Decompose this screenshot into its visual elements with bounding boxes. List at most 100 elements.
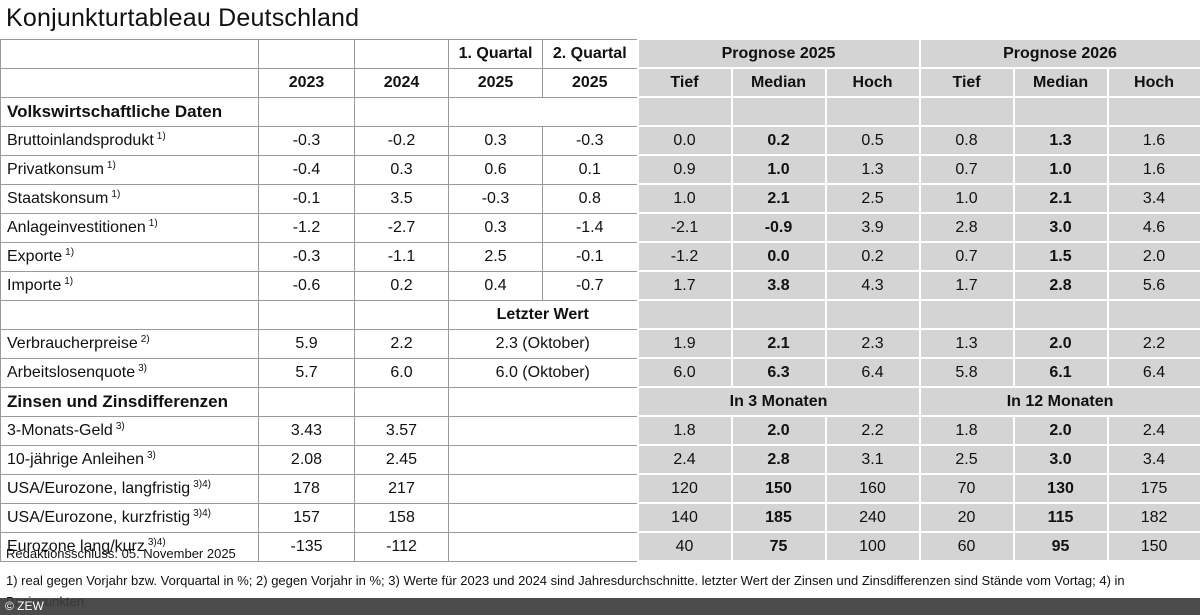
quarter-header: 2. Quartal [542, 38, 638, 69]
forecast-value: 2.2 [1106, 328, 1200, 359]
value: -0.1 [542, 241, 638, 272]
value: -0.2 [354, 125, 449, 156]
forecast-median: -0.9 [730, 212, 827, 243]
table-row: USA/Eurozone, kurzfristig 3)4) 157 158 140 18… [0, 502, 1200, 533]
table-row: Eurozone lang/kurz 3)4) -135 -112 40 75 100 60 9… [0, 531, 1200, 562]
row-label-text: Bruttoinlandsprodukt [7, 132, 154, 149]
forecast-median: 0.2 [730, 125, 827, 156]
empty-cell [730, 299, 827, 330]
value: 0.2 [354, 270, 449, 301]
row-label: Eurozone lang/kurz 3)4) [0, 531, 259, 562]
empty-cell [448, 386, 638, 417]
forecast-value: 60 [918, 531, 1015, 562]
forecast-median: 150 [730, 473, 827, 504]
forecast-value: 182 [1106, 502, 1200, 533]
empty-cell [918, 96, 1015, 127]
footnote-ref: 3)4) [147, 537, 166, 548]
latest-value: 6.0 (Oktober) [448, 357, 638, 388]
forecast-value: 70 [918, 473, 1015, 504]
editorial-deadline: Redaktionsschluss: 05. November 2025 [6, 546, 236, 561]
footnote-ref: 2) [140, 334, 150, 345]
empty-cell [448, 415, 638, 446]
latest-value: 2.3 (Oktober) [448, 328, 638, 359]
empty-cell [354, 38, 449, 69]
row-label-text: Arbeitslosenquote [7, 364, 136, 381]
footnote-ref: 1) [156, 131, 166, 142]
forecast-value: 120 [636, 473, 733, 504]
empty-cell [0, 67, 259, 98]
forecast-median: 3.8 [730, 270, 827, 301]
forecast-median: 115 [1012, 502, 1109, 533]
forecast-value: 100 [824, 531, 921, 562]
forecast-value: 1.3 [918, 328, 1015, 359]
forecast-value: 160 [824, 473, 921, 504]
empty-cell [1106, 299, 1200, 330]
empty-cell [258, 96, 355, 127]
row-label-text: Staatskonsum [7, 190, 109, 207]
forecast-value: 3.4 [1106, 183, 1200, 214]
forecast-value: 20 [918, 502, 1015, 533]
row-label-text: 10-jährige Anleihen [7, 451, 144, 468]
value: -0.3 [258, 125, 355, 156]
value: 0.3 [448, 125, 543, 156]
forecast-value: 3.1 [824, 444, 921, 475]
section-heading: Volkswirtschaftliche Daten [0, 96, 259, 127]
forecast-value: 0.7 [918, 154, 1015, 185]
forecast-value: 1.7 [918, 270, 1015, 301]
empty-cell [1106, 96, 1200, 127]
forecast-median: 95 [1012, 531, 1109, 562]
forecast-value: 5.6 [1106, 270, 1200, 301]
footnote-ref: 1) [148, 218, 158, 229]
forecast-value: 2.8 [918, 212, 1015, 243]
value: -0.3 [542, 125, 638, 156]
forecast-median: 75 [730, 531, 827, 562]
forecast-value: 4.3 [824, 270, 921, 301]
forecast-value: 2.0 [1106, 241, 1200, 272]
section-heading: Zinsen und Zinsdifferenzen [0, 386, 259, 417]
forecast-value: 1.3 [824, 154, 921, 185]
forecast-value: 5.8 [918, 357, 1015, 388]
forecast-value: 3.9 [824, 212, 921, 243]
value: -0.7 [542, 270, 638, 301]
value: -0.1 [258, 183, 355, 214]
forecast-value: 1.8 [918, 415, 1015, 446]
forecast-column-header: Hoch [824, 67, 921, 98]
table-row: Volkswirtschaftliche Daten [0, 96, 1200, 127]
forecast-value: 0.5 [824, 125, 921, 156]
value: 2.08 [258, 444, 355, 475]
forecast-median: 185 [730, 502, 827, 533]
forecast-median: 2.1 [730, 183, 827, 214]
row-label: 3-Monats-Geld 3) [0, 415, 259, 446]
forecast-value: 150 [1106, 531, 1200, 562]
forecast-value: 6.0 [636, 357, 733, 388]
empty-cell [448, 96, 638, 127]
value: 0.1 [542, 154, 638, 185]
value: 158 [354, 502, 449, 533]
value: 6.0 [354, 357, 449, 388]
table: 1. Quartal 2. Quartal Prognose 2025 Prognos… [0, 38, 1200, 562]
empty-cell [730, 96, 827, 127]
table-row: Staatskonsum 1) -0.1 3.5 -0.3 0.8 1.0 2.1 2.5 1.0… [0, 183, 1200, 214]
table-row: Bruttoinlandsprodukt 1) -0.3 -0.2 0.3 -0.3 0.0… [0, 125, 1200, 156]
value: -135 [258, 531, 355, 562]
row-label: Exporte 1) [0, 241, 259, 272]
footnotes: 1) real gegen Vorjahr bzw. Vorquartal in… [6, 573, 1125, 588]
footnote-ref: 3) [147, 450, 156, 461]
value: 2.45 [354, 444, 449, 475]
forecast-value: 2.4 [1106, 415, 1200, 446]
forecast-median: 1.0 [1012, 154, 1109, 185]
forecast-median: 1.3 [1012, 125, 1109, 156]
forecast-value: 2.5 [918, 444, 1015, 475]
forecast-header: Prognose 2025 [636, 38, 921, 69]
table-row: Letzter Wert [0, 299, 1200, 330]
row-label-text: USA/Eurozone, langfristig [7, 480, 191, 497]
table-row: USA/Eurozone, langfristig 3)4) 178 217 120 15… [0, 473, 1200, 504]
forecast-value: 0.2 [824, 241, 921, 272]
forecast-median: 2.8 [730, 444, 827, 475]
forecast-value: 2.2 [824, 415, 921, 446]
value: -1.4 [542, 212, 638, 243]
copyright: © ZEW [5, 599, 44, 613]
forecast-horizon: In 3 Monaten [636, 386, 921, 417]
empty-cell [258, 386, 355, 417]
row-label-text: 3-Monats-Geld [7, 422, 113, 439]
